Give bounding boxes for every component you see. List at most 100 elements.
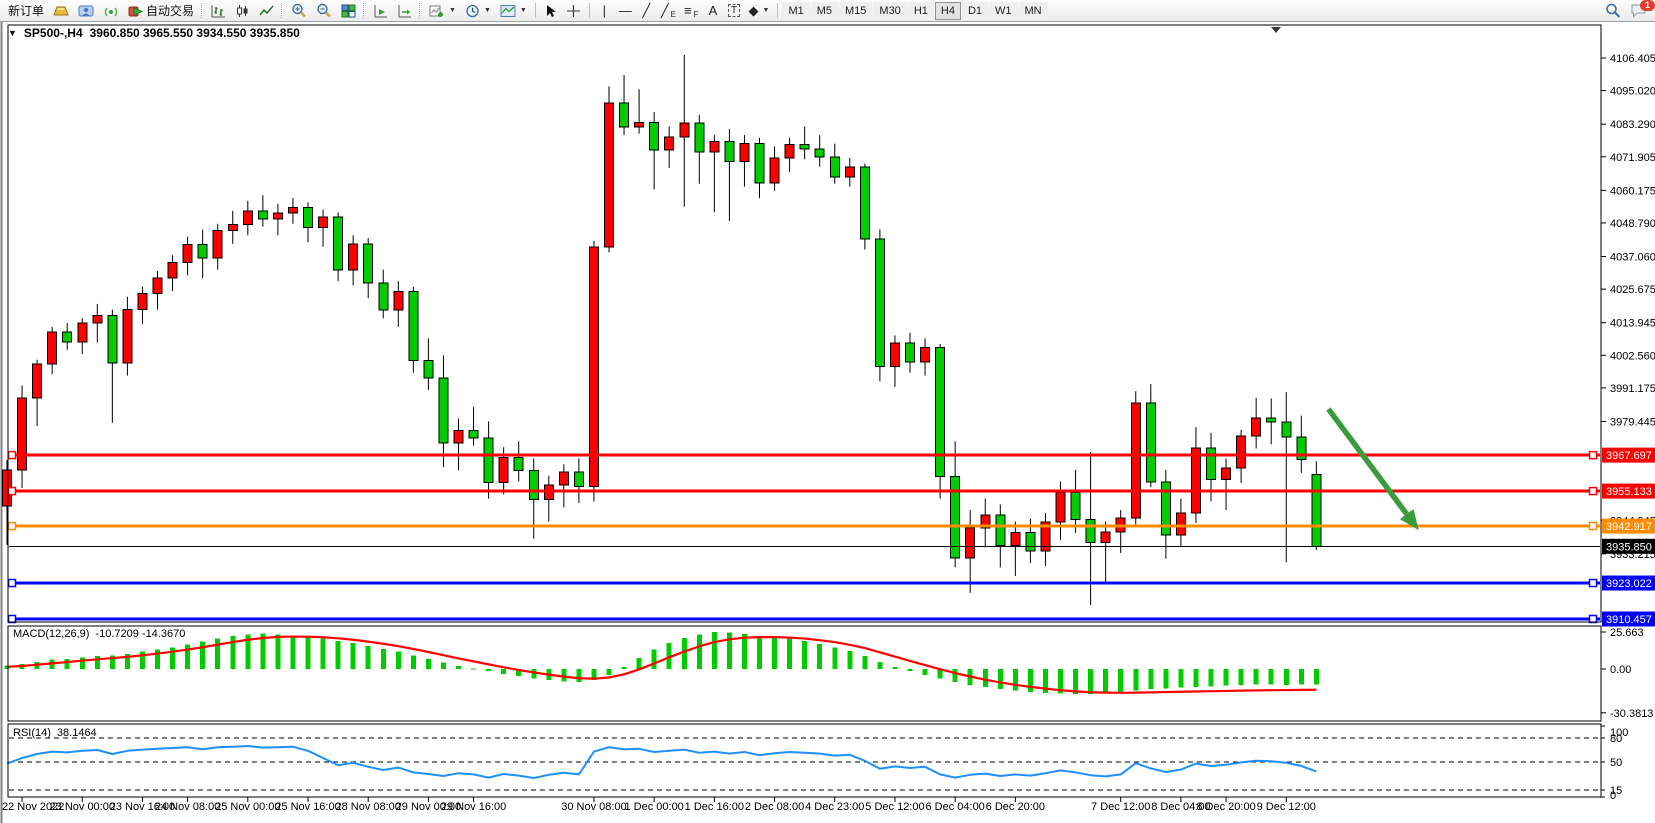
broadcast-glyph [104, 6, 118, 17]
indicators-button[interactable]: ▼ [425, 1, 460, 20]
macd-histogram-bar [1058, 669, 1063, 694]
hline-handle[interactable] [7, 578, 17, 588]
gold-ingot-icon[interactable] [49, 1, 73, 20]
candle-bull [980, 514, 991, 529]
macd-histogram-bar [997, 669, 1003, 689]
timeframe-H1-button[interactable]: H1 [907, 1, 934, 20]
hline-handle[interactable] [7, 521, 17, 531]
macd-histogram-bar [215, 638, 221, 669]
hline-handle[interactable] [7, 614, 17, 624]
macd-histogram-bar [1283, 669, 1289, 685]
zoom-in-button[interactable] [287, 1, 311, 20]
cursor-button[interactable] [540, 1, 561, 20]
annotation-arrow-shaft[interactable] [1326, 407, 1414, 523]
timeframe-W1-button[interactable]: W1 [989, 1, 1018, 20]
hline-handle[interactable] [1588, 578, 1598, 588]
candle-bear [1206, 447, 1216, 481]
autotrading-button[interactable]: 自动交易 [124, 1, 198, 20]
line-chart-button[interactable] [255, 1, 278, 20]
timeframe-D1-button[interactable]: D1 [961, 1, 988, 20]
periods-button[interactable]: ▼ [461, 1, 495, 20]
fibonacci-tool-letter: F [693, 10, 699, 19]
crosshair-button[interactable] [562, 1, 585, 20]
macd-histogram-bar [380, 648, 386, 669]
search-button[interactable] [1601, 1, 1625, 20]
macd-signal-line [6, 635, 1317, 694]
equidistant-channel-tool-button[interactable]: ╱ E [657, 1, 680, 20]
macd-histogram-bar [832, 647, 838, 669]
macd-histogram-bar [425, 658, 431, 669]
rsi-tick-label: 50 [1610, 757, 1622, 769]
macd-histogram-bar [757, 635, 762, 669]
vertical-line-tool-button[interactable]: | [594, 1, 615, 20]
zoom-out-icon [317, 3, 331, 18]
candle-bear [724, 141, 735, 162]
templates-button[interactable]: ▼ [496, 1, 531, 20]
timeframe-M5-button[interactable]: M5 [810, 1, 838, 20]
broadcast-icon[interactable] [99, 1, 123, 20]
macd-histogram-bar [139, 651, 145, 669]
annotation-arrowhead[interactable] [1399, 509, 1419, 531]
time-tick-label: 28 Nov 08:00 [335, 801, 400, 813]
trendline-tool-button[interactable]: ╱ [636, 1, 657, 20]
tile-windows-button[interactable] [337, 1, 360, 20]
price-badge-label: 3910.457 [1606, 614, 1652, 626]
candle-bull [393, 291, 404, 311]
chart-symbol-period: SP500-,H4 [23, 26, 83, 40]
shapes-tool-button[interactable]: ◆ ▼ [745, 1, 774, 20]
candle-bear [363, 243, 374, 284]
candle-bull [348, 243, 359, 271]
hline-handle[interactable] [7, 486, 17, 496]
candlestick-chart-button[interactable] [231, 1, 254, 20]
rsi-tick-label: 15 [1610, 785, 1622, 797]
macd-histogram-bar [787, 638, 793, 669]
clock-icon [466, 4, 479, 17]
timeframe-M15-button[interactable]: M15 [839, 1, 873, 20]
timeframe-MN-button[interactable]: MN [1018, 1, 1048, 20]
bar-chart-button[interactable] [207, 1, 230, 20]
price-tick-label: 4106.405 [1610, 53, 1655, 65]
one-click-trading-collapse-icon[interactable]: ▼ [8, 28, 17, 38]
timeframe-M1-button[interactable]: M1 [782, 1, 810, 20]
timeframe-H4-button[interactable]: H4 [934, 1, 961, 20]
candle-bull [784, 143, 795, 159]
new-order-button[interactable]: 新订单 [4, 1, 48, 20]
rsi-tick-label: 100 [1610, 727, 1628, 739]
macd-histogram-bar [109, 655, 115, 669]
hline-handle[interactable] [7, 450, 17, 460]
timeframe-M30-button[interactable]: M30 [873, 1, 907, 20]
macd-histogram-bar [456, 666, 461, 669]
chart-canvas[interactable]: 4106.405 4095.020 4083.290 4071.905 4060.175… [0, 22, 1655, 823]
macd-histogram-bar [1253, 669, 1259, 685]
chat-button[interactable]: 1 [1626, 0, 1655, 20]
price-badge [1602, 611, 1655, 627]
text-tool-button[interactable]: A [703, 1, 724, 20]
candle-bear [423, 359, 434, 379]
toolbar: 新订单 自动交易 [0, 0, 1655, 22]
chart-shift-marker[interactable] [1271, 27, 1281, 33]
fibonacci-tool-button[interactable]: ≡ F [680, 1, 702, 20]
toolbar-grip [363, 3, 366, 18]
hline-handle[interactable] [1588, 450, 1598, 460]
rsi-line [6, 745, 1317, 779]
candle-bull [137, 292, 148, 310]
macd-histogram-bar [1103, 669, 1109, 694]
hline-handle[interactable] [1588, 486, 1598, 496]
price-tick-label: 4037.060 [1610, 252, 1655, 264]
time-tick-label: 22 Nov 2022 [2, 801, 64, 813]
price-badge [1602, 575, 1655, 591]
crosshair-icon [566, 4, 580, 17]
macd-histogram-bar [651, 649, 657, 669]
account-icon[interactable] [74, 1, 98, 20]
hline-handle[interactable] [1588, 521, 1598, 531]
time-tick-label: 2 Dec 08:00 [745, 801, 804, 813]
zoom-out-button[interactable] [312, 1, 336, 20]
horizontal-line-tool-button[interactable]: — [615, 1, 636, 20]
chart-area[interactable]: 4106.405 4095.020 4083.290 4071.905 4060.175… [0, 22, 1655, 823]
time-tick-label: 8 Dec 04:00 [1151, 801, 1210, 813]
macd-histogram-bar [1042, 669, 1048, 693]
hline-handle[interactable] [1588, 614, 1598, 624]
chart-shift-button[interactable] [393, 1, 416, 20]
text-label-tool-button[interactable]: T [724, 1, 745, 20]
auto-scroll-button[interactable] [369, 1, 392, 20]
